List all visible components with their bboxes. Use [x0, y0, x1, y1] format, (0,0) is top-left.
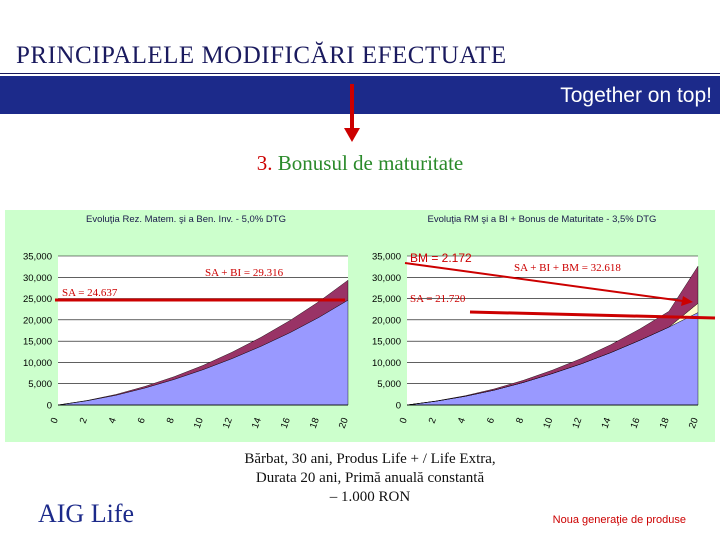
- annotation-sa-bi: SA + BI = 29.316: [205, 267, 284, 279]
- x-tick-label: 14: [600, 416, 614, 430]
- x-tick-label: 2: [78, 416, 90, 425]
- title-divider: [0, 73, 720, 74]
- caption-line-1: Bărbat, 30 ani, Produs Life + / Life Ext…: [244, 451, 496, 467]
- x-tick-label: 16: [629, 416, 643, 430]
- sa-right-marker-line: [469, 310, 716, 320]
- y-tick-label: 20,000: [372, 315, 401, 326]
- chart-title: Evoluţia Rez. Matem. şi a Ben. Inv. - 5,…: [86, 214, 286, 225]
- annotation-sa-bi-bm: SA + BI + BM = 32.618: [514, 262, 621, 274]
- section-number: 3.: [256, 151, 273, 175]
- chart-title: Evoluţia RM şi a BI + Bonus de Maturitat…: [428, 214, 657, 225]
- y-tick-label: 5,000: [28, 379, 52, 390]
- y-tick-label: 20,000: [23, 315, 52, 326]
- header-band: [0, 76, 720, 114]
- caption: Bărbat, 30 ani, Produs Life + / Life Ext…: [200, 450, 540, 507]
- chart-right: Evoluţia RM şi a BI + Bonus de Maturitat…: [372, 214, 701, 430]
- x-tick-label: 0: [398, 416, 410, 425]
- y-tick-label: 15,000: [372, 337, 401, 348]
- chart-left: Evoluţia Rez. Matem. şi a Ben. Inv. - 5,…: [23, 214, 351, 430]
- x-tick-label: 8: [165, 416, 177, 425]
- x-tick-label: 10: [541, 416, 555, 430]
- x-tick-label: 4: [456, 416, 468, 425]
- x-tick-label: 12: [221, 416, 235, 430]
- pointer-arrow-head: [344, 128, 360, 142]
- y-tick-label: 15,000: [23, 337, 52, 348]
- caption-line-2: Durata 20 ani, Primă anuală constantă: [255, 470, 485, 486]
- aig-life-logo: AIG Life: [38, 499, 135, 528]
- section-heading: 3. Bonusul de maturitate: [0, 151, 720, 176]
- section-text: Bonusul de maturitate: [277, 151, 464, 175]
- y-tick-label: 5,000: [377, 379, 401, 390]
- bm-arrow-line: [404, 262, 691, 303]
- y-tick-label: 0: [47, 401, 52, 412]
- x-tick-label: 18: [308, 416, 322, 430]
- y-tick-label: 25,000: [372, 294, 401, 305]
- x-tick-label: 20: [687, 416, 701, 430]
- x-tick-label: 6: [136, 416, 148, 425]
- annotation-sa-right: SA = 21.720: [410, 293, 466, 305]
- area-series-2: [57, 279, 349, 406]
- footer-tagline: Noua generaţie de produse: [552, 514, 686, 526]
- x-tick-label: 8: [514, 416, 526, 425]
- y-tick-label: 30,000: [372, 273, 401, 284]
- x-tick-label: 2: [427, 416, 439, 425]
- chart-annotations: SA + BI = 29.316 SA = 24.637 BM = 2.172 SA …: [55, 251, 716, 320]
- x-tick-label: 4: [107, 416, 119, 425]
- slogan: Together on top!: [560, 84, 712, 107]
- y-tick-label: 0: [396, 401, 401, 412]
- x-tick-label: 18: [658, 416, 672, 430]
- y-tick-label: 35,000: [23, 252, 52, 263]
- x-tick-label: 6: [485, 416, 497, 425]
- x-tick-label: 0: [49, 416, 61, 425]
- bm-arrow-head: [681, 296, 693, 306]
- y-tick-label: 30,000: [23, 273, 52, 284]
- area-series-3: [406, 265, 699, 406]
- x-tick-label: 12: [570, 416, 584, 430]
- x-tick-label: 20: [337, 416, 351, 430]
- annotation-sa: SA = 24.637: [62, 287, 118, 299]
- caption-line-3: – 1.000 RON: [329, 489, 411, 505]
- x-tick-label: 14: [250, 416, 264, 430]
- x-tick-label: 16: [279, 416, 293, 430]
- y-tick-label: 25,000: [23, 294, 52, 305]
- y-tick-label: 10,000: [372, 358, 401, 369]
- annotation-bm: BM = 2.172: [410, 251, 472, 265]
- page-title: PRINCIPALELE MODIFICĂRI EFECTUATE: [16, 42, 507, 69]
- y-tick-label: 35,000: [372, 252, 401, 263]
- y-tick-label: 10,000: [23, 358, 52, 369]
- x-tick-label: 10: [192, 416, 206, 430]
